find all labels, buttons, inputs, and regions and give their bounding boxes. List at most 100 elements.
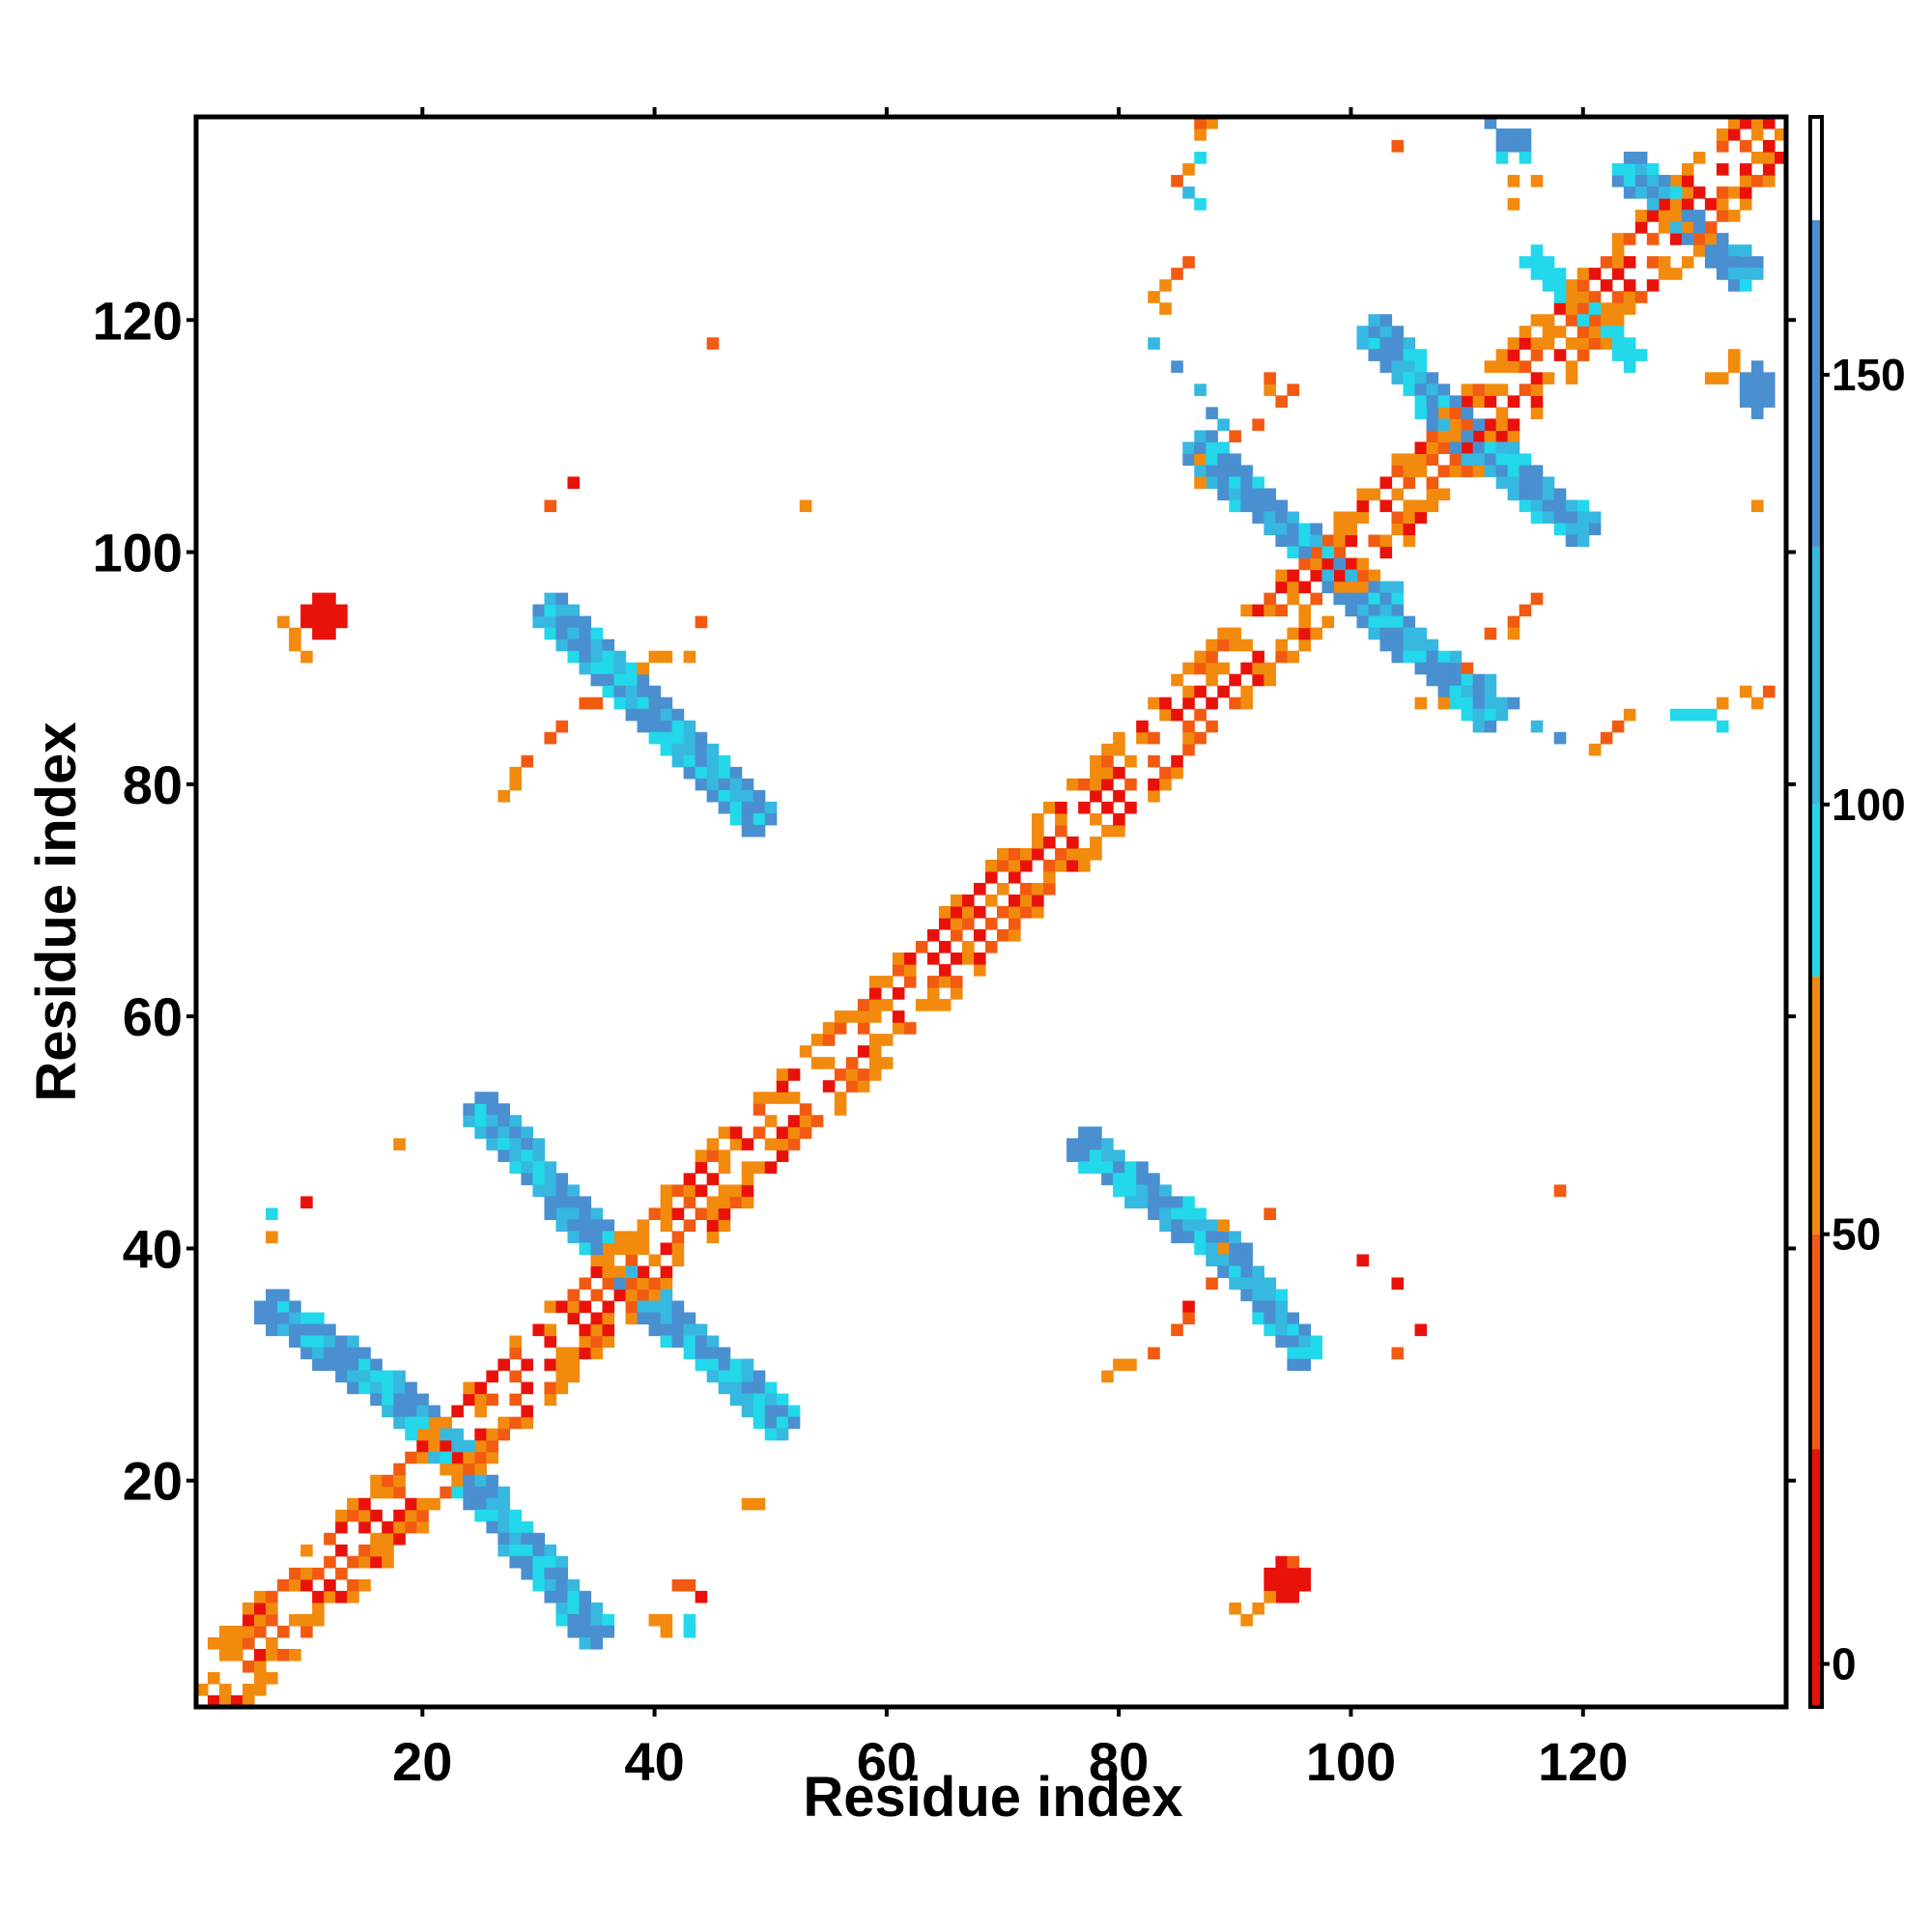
heatmap-cell: [997, 847, 1009, 861]
heatmap-cell: [567, 615, 581, 629]
heatmap-cell: [1229, 627, 1241, 640]
heatmap-cell: [1298, 604, 1311, 617]
heatmap-cell: [695, 1358, 708, 1372]
heatmap-cell: [984, 870, 998, 884]
heatmap-cell: [1739, 198, 1752, 211]
heatmap-cell: [474, 1126, 487, 1139]
heatmap-cell: [1426, 430, 1439, 442]
heatmap-cell: [822, 1034, 836, 1046]
heatmap-cell: [544, 1208, 557, 1220]
heatmap-cell: [567, 1300, 581, 1314]
heatmap-cell: [1066, 778, 1079, 791]
heatmap-cell: [347, 1509, 359, 1522]
heatmap-cell: [405, 1451, 417, 1464]
heatmap-cell: [683, 1312, 696, 1325]
heatmap-cell: [1403, 523, 1416, 536]
heatmap-cell: [254, 1683, 267, 1696]
heatmap-cell: [1553, 731, 1567, 745]
heatmap-cell: [695, 1335, 708, 1349]
heatmap-cell: [1333, 581, 1347, 594]
heatmap-cell: [1727, 186, 1741, 199]
heatmap-cell: [1240, 696, 1253, 710]
heatmap-cell: [1321, 615, 1335, 629]
heatmap-cell: [1553, 291, 1567, 303]
heatmap-cell: [1182, 453, 1195, 467]
heatmap-cell: [509, 778, 522, 791]
heatmap-cell: [555, 1184, 569, 1197]
heatmap-cell: [428, 1439, 440, 1453]
heatmap-cell: [1739, 685, 1752, 698]
heatmap-cell: [555, 1613, 569, 1627]
heatmap-cell: [1519, 453, 1532, 467]
heatmap-cell: [1391, 523, 1405, 536]
heatmap-cell: [1472, 418, 1486, 431]
heatmap-cell: [405, 1509, 417, 1522]
heatmap-cell: [1739, 186, 1752, 199]
heatmap-cell: [405, 1428, 417, 1441]
heatmap-cell: [1611, 175, 1625, 187]
heatmap-cell: [567, 1312, 581, 1325]
heatmap-cell: [683, 1578, 696, 1592]
heatmap-cell: [660, 1265, 673, 1279]
heatmap-cell: [1565, 372, 1578, 384]
heatmap-cell: [648, 1613, 662, 1627]
heatmap-cell: [695, 731, 708, 745]
heatmap-cell: [382, 1486, 394, 1499]
heatmap-cell: [521, 1416, 534, 1430]
heatmap-cell: [266, 1312, 278, 1325]
heatmap-cell: [474, 1381, 487, 1395]
heatmap-cell: [231, 1648, 243, 1662]
heatmap-cell: [1194, 117, 1207, 129]
heatmap-cell: [625, 673, 639, 687]
heatmap-cell: [544, 592, 557, 606]
heatmap-cell: [1287, 1590, 1299, 1604]
heatmap-cell: [648, 1312, 662, 1325]
heatmap-cell: [1287, 534, 1299, 548]
heatmap-cell: [1577, 337, 1590, 350]
heatmap-cell: [1171, 175, 1183, 187]
heatmap-cell: [764, 1115, 778, 1127]
heatmap-cell: [741, 1381, 754, 1395]
heatmap-cell: [1403, 476, 1416, 490]
heatmap-cell: [834, 1068, 847, 1081]
heatmap-cell: [219, 1694, 232, 1708]
heatmap-cell: [706, 789, 720, 803]
heatmap-cell: [1449, 453, 1463, 467]
heatmap-cell: [474, 1474, 487, 1488]
heatmap-cell: [1182, 1219, 1195, 1232]
heatmap-cell: [602, 1242, 615, 1256]
heatmap-cell: [1148, 1173, 1160, 1185]
heatmap-cell: [1264, 1300, 1276, 1314]
heatmap-cell: [486, 1138, 498, 1151]
heatmap-cell: [1124, 1184, 1137, 1197]
heatmap-cell: [1495, 140, 1509, 153]
heatmap-cell: [555, 627, 569, 640]
heatmap-cell: [671, 1335, 685, 1349]
heatmap-cell: [950, 894, 963, 907]
heatmap-cell: [1623, 291, 1636, 303]
heatmap-cell: [1101, 801, 1114, 814]
heatmap-cell: [1437, 441, 1451, 455]
heatmap-cell: [1194, 198, 1207, 211]
heatmap-cell: [324, 1358, 336, 1372]
heatmap-cell: [1461, 453, 1474, 467]
heatmap-cell: [1240, 1277, 1253, 1291]
y-tick-label: 40: [123, 1218, 183, 1279]
heatmap-cell: [312, 1602, 325, 1615]
heatmap-cell: [1449, 407, 1463, 419]
heatmap-cell: [729, 812, 743, 826]
heatmap-cell: [567, 1208, 581, 1220]
heatmap-cell: [973, 882, 986, 895]
heatmap-cell: [1484, 696, 1497, 710]
heatmap-cell: [602, 662, 615, 675]
heatmap-cell: [1252, 1289, 1264, 1302]
heatmap-cell: [950, 918, 963, 930]
heatmap-cell: [741, 1196, 754, 1208]
heatmap-cell: [1403, 349, 1416, 361]
heatmap-cell: [706, 766, 720, 780]
heatmap-cell: [1658, 268, 1671, 280]
heatmap-cell: [1032, 905, 1044, 919]
heatmap-cell: [1519, 384, 1532, 396]
heatmap-cell: [1611, 268, 1625, 280]
heatmap-cell: [637, 685, 650, 698]
